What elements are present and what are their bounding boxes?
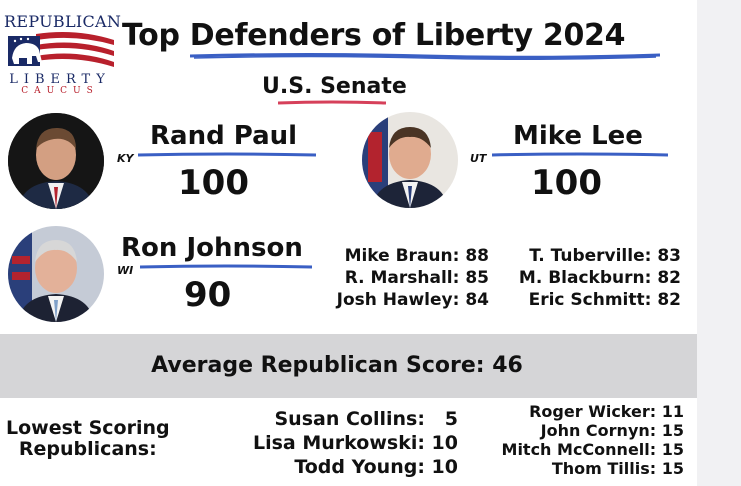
high-scores-column-2: T. Tuberville: 83 M. Blackburn: 82 Eric … <box>519 245 681 311</box>
page-margin-strip <box>697 0 741 486</box>
state-ut: UT <box>470 152 487 165</box>
logo-middle-text: LIBERTY <box>9 72 111 87</box>
mike-lee-photo <box>362 112 458 208</box>
rand-paul-score: 100 <box>178 163 249 203</box>
lowest-column-1: Susan Collins: 5 Lisa Murkowski: 10 Todd… <box>253 407 458 479</box>
average-score-text: Average Republican Score: 46 <box>151 353 523 378</box>
scorecard-card <box>0 0 697 486</box>
list-item: Thom Tillis: 15 <box>551 459 684 478</box>
title-underline <box>190 53 660 60</box>
logo-top-text: REPUBLICAN <box>4 12 122 31</box>
list-item: Josh Hawley: 84 <box>336 290 489 310</box>
flag-elephant-icon <box>6 32 114 70</box>
ron-johnson-score: 90 <box>184 275 232 315</box>
mike-lee-name: Mike Lee <box>513 121 643 151</box>
mike-lee-score: 100 <box>531 163 602 203</box>
rand-paul-name: Rand Paul <box>150 121 298 151</box>
mike-lee-underline <box>492 152 668 157</box>
lowest-scoring-label: Lowest Scoring Republicans: <box>6 418 170 460</box>
list-item: Mitch McConnell: 15 <box>501 440 684 459</box>
list-item: M. Blackburn: 82 <box>518 268 681 288</box>
page-title: Top Defenders of Liberty 2024 <box>122 18 626 53</box>
average-score-band <box>0 334 697 398</box>
portrait-icon <box>362 112 458 208</box>
list-item: Eric Schmitt: 82 <box>528 290 681 310</box>
lowest-label-line-1: Lowest Scoring <box>6 417 170 439</box>
republican-liberty-caucus-logo: REPUBLICAN LIBERTY CAUCUS <box>4 12 122 96</box>
rand-paul-underline <box>138 152 316 157</box>
logo-bottom-text: CAUCUS <box>21 86 99 96</box>
list-item: Roger Wicker: 11 <box>529 402 684 421</box>
lowest-label-line-2: Republicans: <box>18 438 157 460</box>
high-scores-column-1: Mike Braun: 88 R. Marshall: 85 Josh Hawl… <box>337 245 489 311</box>
subtitle-underline <box>278 100 386 105</box>
ron-johnson-name: Ron Johnson <box>121 233 303 263</box>
lowest-column-2: Roger Wicker: 11 John Cornyn: 15 Mitch M… <box>502 402 684 478</box>
ron-johnson-underline <box>140 264 312 269</box>
rand-paul-photo <box>8 113 104 209</box>
portrait-icon <box>8 226 104 322</box>
portrait-icon <box>8 113 104 209</box>
state-wi: WI <box>117 264 134 277</box>
list-item: Todd Young: 10 <box>294 456 458 478</box>
list-item: T. Tuberville: 83 <box>529 246 681 266</box>
list-item: Susan Collins: 5 <box>274 408 458 430</box>
list-item: John Cornyn: 15 <box>540 421 684 440</box>
list-item: Lisa Murkowski: 10 <box>252 432 458 454</box>
state-ky: KY <box>117 152 134 165</box>
list-item: Mike Braun: 88 <box>344 246 489 266</box>
ron-johnson-photo <box>8 226 104 322</box>
list-item: R. Marshall: 85 <box>344 268 489 288</box>
page-subtitle: U.S. Senate <box>262 74 407 99</box>
